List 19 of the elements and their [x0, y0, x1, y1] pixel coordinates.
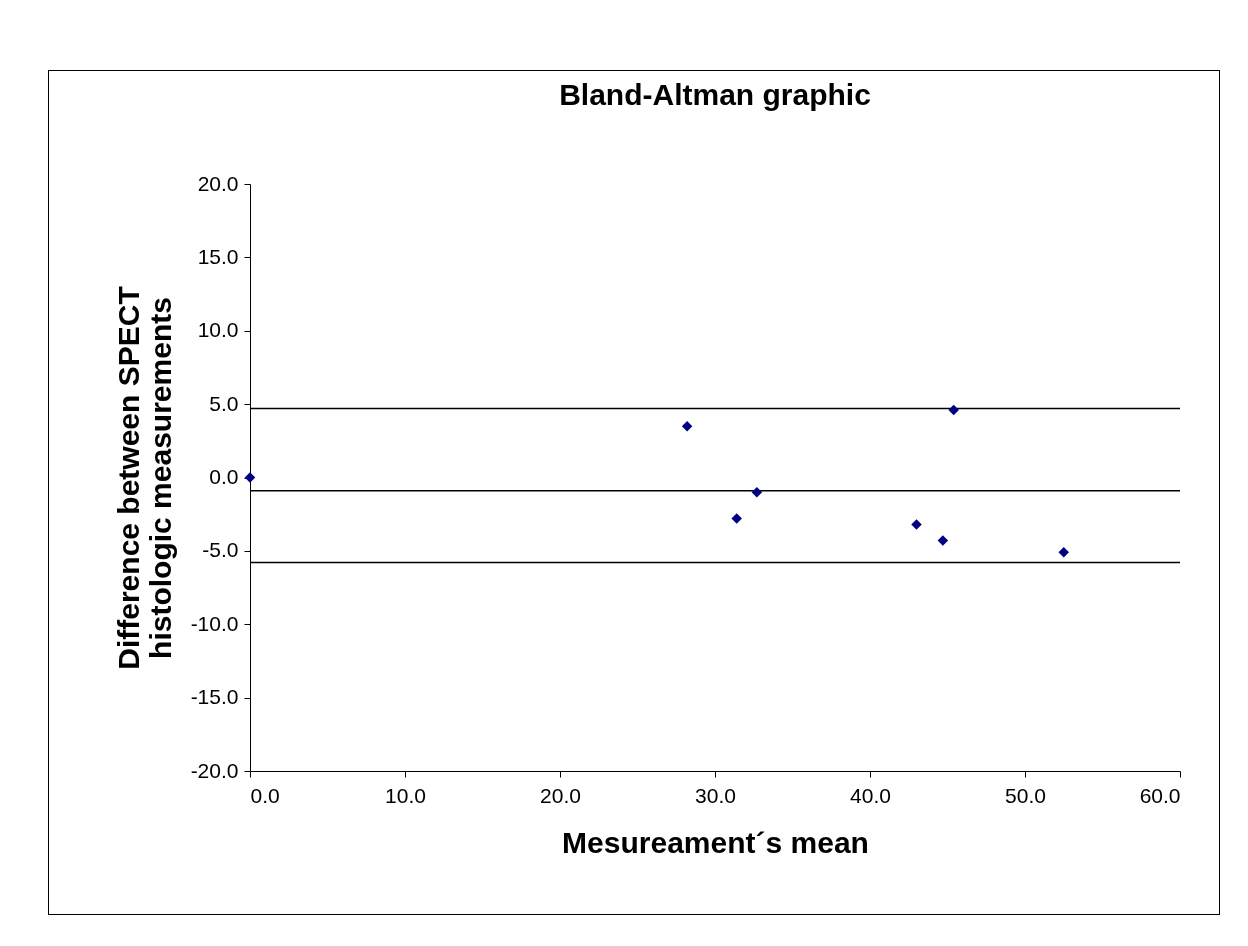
- x-tick-label: 50.0: [1005, 783, 1046, 807]
- y-tick-label: 15.0: [197, 244, 239, 268]
- x-tick-label: 30.0: [695, 783, 736, 807]
- chart-title: Bland-Altman graphic: [559, 78, 871, 111]
- x-tick-label: 60.0: [1139, 783, 1181, 807]
- y-tick-label: -10.0: [190, 611, 239, 635]
- x-tick-label: 0.0: [250, 783, 280, 807]
- x-tick-label: 20.0: [540, 783, 581, 807]
- y-tick-label: 10.0: [197, 318, 239, 342]
- y-tick-label: -15.0: [190, 685, 239, 709]
- x-axis-title: Mesureament´s mean: [562, 825, 869, 859]
- x-tick-label: 40.0: [850, 783, 891, 807]
- y-axis-title: Difference between SPECT histologic measurements: [111, 286, 177, 670]
- x-tick-label: 10.0: [385, 783, 426, 807]
- y-tick-label: -5.0: [202, 538, 239, 562]
- y-tick-label: 20.0: [197, 171, 239, 195]
- y-tick-label: -20.0: [190, 758, 239, 782]
- y-tick-label: 0.0: [209, 465, 239, 488]
- y-tick-label: 5.0: [209, 391, 239, 415]
